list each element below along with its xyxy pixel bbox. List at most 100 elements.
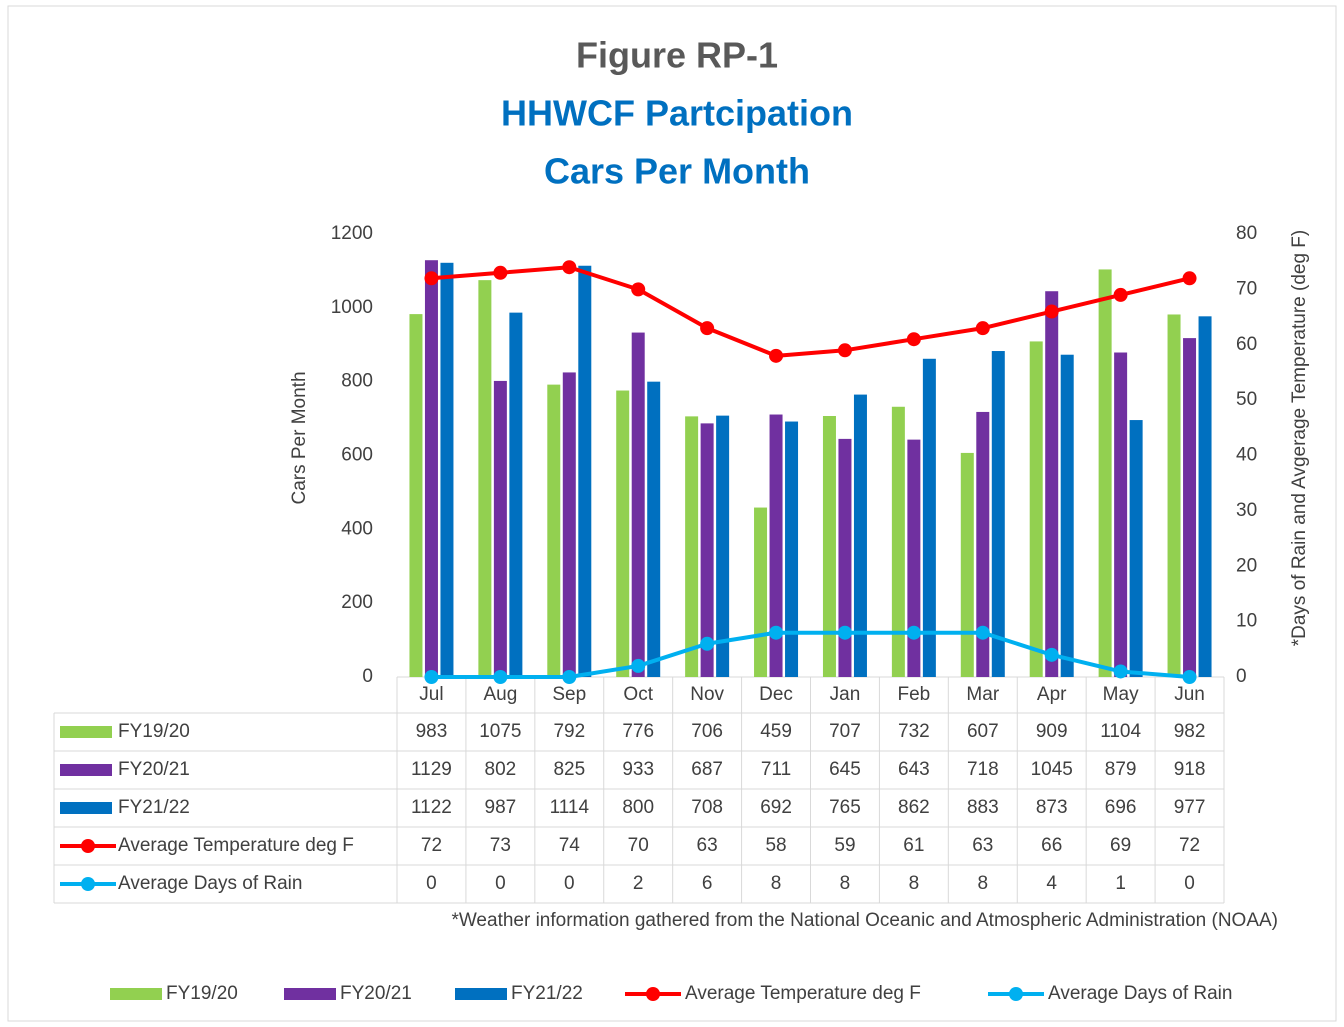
bar bbox=[907, 439, 921, 677]
line-marker bbox=[906, 332, 921, 347]
table-cell: 66 bbox=[1041, 835, 1062, 856]
x-tick-label: Oct bbox=[623, 684, 653, 705]
line-marker bbox=[1044, 304, 1059, 319]
y-tick-label: 1200 bbox=[331, 223, 373, 244]
bar bbox=[769, 414, 783, 677]
x-tick-label: Mar bbox=[966, 684, 999, 705]
y2-tick-label: 70 bbox=[1236, 278, 1257, 299]
bar bbox=[1060, 354, 1074, 677]
table-cell: 607 bbox=[967, 721, 999, 742]
bar bbox=[1167, 314, 1181, 677]
legend-label: FY19/20 bbox=[166, 983, 238, 1004]
table-cell: 73 bbox=[490, 835, 511, 856]
table-cell: 1104 bbox=[1100, 721, 1141, 742]
table-cell: 883 bbox=[967, 797, 999, 818]
line-marker bbox=[493, 265, 508, 280]
bar bbox=[478, 280, 492, 677]
y-axis-label: Cars Per Month bbox=[289, 371, 310, 504]
x-tick-label: Jun bbox=[1174, 684, 1205, 705]
bar bbox=[562, 372, 576, 677]
bar bbox=[991, 351, 1005, 677]
x-tick-label: Dec bbox=[759, 684, 793, 705]
bar bbox=[960, 452, 974, 677]
table-cell: 977 bbox=[1174, 797, 1206, 818]
legend-label: Average Days of Rain bbox=[1048, 983, 1232, 1004]
y2-tick-label: 10 bbox=[1236, 611, 1257, 632]
legend-label: FY21/22 bbox=[511, 983, 583, 1004]
table-cell: 59 bbox=[834, 835, 855, 856]
line-marker bbox=[562, 670, 577, 684]
table-cell: 63 bbox=[972, 835, 993, 856]
table-row-label: FY20/21 bbox=[118, 759, 190, 780]
table-cell: 2 bbox=[633, 873, 644, 894]
y-tick-label: 1000 bbox=[331, 297, 373, 318]
table-cell: 918 bbox=[1174, 759, 1206, 780]
table-legend-key bbox=[81, 877, 95, 891]
x-tick-label: Jul bbox=[419, 684, 443, 705]
y2-tick-label: 0 bbox=[1236, 666, 1247, 687]
line-marker bbox=[1113, 664, 1128, 679]
table-cell: 708 bbox=[691, 797, 723, 818]
line-marker bbox=[1182, 271, 1197, 286]
y2-tick-label: 80 bbox=[1236, 223, 1257, 244]
table-cell: 987 bbox=[485, 797, 517, 818]
table-cell: 72 bbox=[1179, 835, 1200, 856]
table-cell: 1122 bbox=[411, 797, 452, 818]
line-marker bbox=[1113, 287, 1128, 302]
line-marker bbox=[424, 670, 439, 684]
x-tick-label: Apr bbox=[1037, 684, 1067, 705]
bar bbox=[616, 390, 630, 677]
line-marker bbox=[906, 625, 921, 640]
legend-key bbox=[1009, 987, 1023, 1001]
line-marker bbox=[975, 321, 990, 336]
table-cell: 1114 bbox=[550, 797, 590, 818]
bar bbox=[1029, 341, 1043, 677]
bar bbox=[509, 312, 523, 677]
table-cell: 718 bbox=[967, 759, 999, 780]
table-cell: 776 bbox=[622, 721, 654, 742]
bar bbox=[1183, 338, 1197, 677]
line-marker bbox=[1182, 670, 1197, 684]
table-cell: 72 bbox=[421, 835, 442, 856]
line-marker bbox=[1044, 647, 1059, 662]
x-tick-label: May bbox=[1103, 684, 1139, 705]
bar bbox=[922, 358, 936, 677]
line-marker bbox=[700, 321, 715, 336]
table-cell: 1045 bbox=[1031, 759, 1073, 780]
annotation: *Weather information gathered from the N… bbox=[451, 910, 1278, 931]
x-tick-label: Nov bbox=[690, 684, 724, 705]
x-tick-label: Jan bbox=[830, 684, 861, 705]
table-cell: 0 bbox=[1184, 873, 1195, 894]
table-cell: 8 bbox=[909, 873, 920, 894]
table-cell: 70 bbox=[628, 835, 649, 856]
table-cell: 792 bbox=[553, 721, 585, 742]
y2-tick-label: 40 bbox=[1236, 445, 1257, 466]
bar bbox=[754, 507, 768, 677]
table-cell: 58 bbox=[765, 835, 786, 856]
legend-label: FY20/21 bbox=[340, 983, 412, 1004]
legend-key bbox=[284, 988, 336, 1000]
line-marker bbox=[700, 636, 715, 651]
line-marker bbox=[631, 658, 646, 673]
table-cell: 696 bbox=[1105, 797, 1137, 818]
bar bbox=[891, 406, 905, 677]
table-cell: 6 bbox=[702, 873, 713, 894]
bar bbox=[838, 438, 852, 677]
table-cell: 74 bbox=[559, 835, 581, 856]
x-tick-label: Feb bbox=[898, 684, 931, 705]
table-cell: 933 bbox=[622, 759, 654, 780]
table-cell: 1 bbox=[1115, 873, 1126, 894]
bar bbox=[578, 265, 592, 677]
table-cell: 711 bbox=[761, 759, 791, 780]
line-marker bbox=[837, 343, 852, 358]
chart-subtitle: Cars Per Month bbox=[544, 151, 810, 192]
table-cell: 8 bbox=[840, 873, 851, 894]
table-cell: 8 bbox=[771, 873, 782, 894]
table-legend-key bbox=[60, 764, 112, 776]
table-cell: 909 bbox=[1036, 721, 1068, 742]
table-cell: 63 bbox=[697, 835, 718, 856]
table-cell: 687 bbox=[691, 759, 723, 780]
table-cell: 825 bbox=[553, 759, 585, 780]
x-tick-label: Sep bbox=[552, 684, 586, 705]
